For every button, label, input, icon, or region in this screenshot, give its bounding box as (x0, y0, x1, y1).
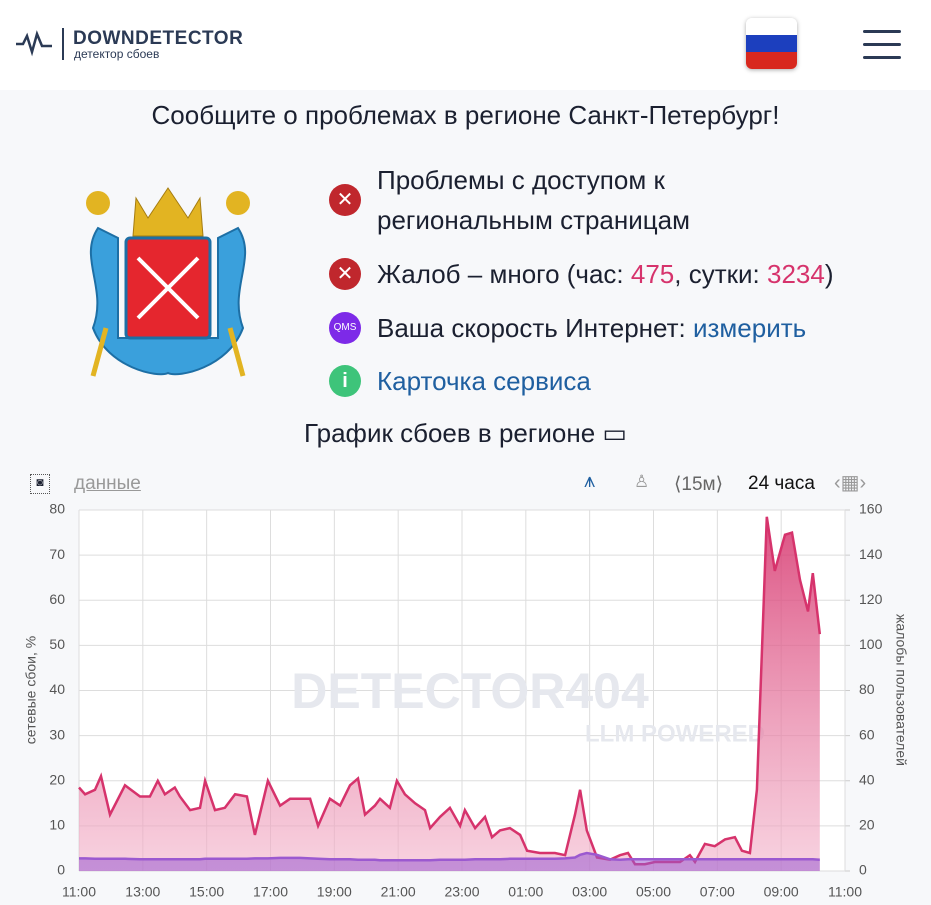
info-icon: i (329, 365, 361, 397)
x-tick-label: 11:00 (62, 884, 96, 900)
y2-tick-label: 40 (859, 771, 875, 787)
period-button[interactable]: 24 часа (748, 473, 815, 494)
text: Ваша скорость Интернет: (377, 313, 693, 343)
y2-tick-label: 60 (859, 726, 875, 742)
error-icon: ✕ (329, 258, 361, 290)
x-tick-label: 01:00 (508, 884, 543, 900)
y-tick-label: 70 (49, 546, 65, 562)
x-tick-label: 17:00 (253, 884, 288, 900)
y-tick-label: 50 (49, 636, 65, 652)
y2-tick-label: 120 (859, 591, 883, 607)
hour-count: 475 (630, 259, 675, 289)
line (79, 851, 820, 862)
area-toggle[interactable]: ⩚ (584, 470, 596, 492)
y-tick-label: 10 (49, 817, 65, 833)
y-tick-label: 20 (49, 771, 65, 787)
x-tick-label: 13:00 (125, 884, 160, 900)
y2-tick-label: 20 (859, 817, 875, 833)
logo[interactable]: DOWNDETECTOR (73, 28, 244, 49)
area (79, 516, 820, 871)
y2-tick-label: 140 (859, 546, 883, 562)
coat-of-arms (86, 187, 250, 377)
line (78, 516, 822, 866)
y-axis-label: сетевые сбои, % (23, 636, 39, 744)
screenshot-button[interactable]: ◙ (30, 474, 50, 494)
watermark: DETECTOR404 (291, 663, 649, 719)
y-tick-label: 60 (49, 591, 65, 607)
text: Жалоб – много (час: (377, 259, 631, 289)
interval-button[interactable]: ⟨15м⟩ (674, 474, 724, 495)
x-tick-label: 05:00 (636, 884, 671, 900)
headline: Сообщите о проблемах в регионе Санкт-Пет… (151, 100, 780, 130)
logo-divider (62, 28, 64, 60)
text: График сбоев в регионе (304, 418, 596, 448)
speed: Ваша скорость Интернет: измерить (377, 308, 806, 348)
y2-tick-label: 160 (859, 501, 883, 517)
text: , сутки: (674, 259, 767, 289)
y-tick-label: 0 (57, 862, 65, 878)
y2-tick-label: 0 (859, 862, 867, 878)
service-card-link[interactable]: Карточка сервиса (377, 366, 591, 396)
text: ) (824, 259, 834, 289)
area (79, 853, 820, 871)
x-tick-label: 15:00 (189, 884, 224, 900)
y-tick-label: 30 (49, 726, 65, 742)
tagline: детектор сбоев (74, 47, 160, 61)
y2-tick-label: 100 (859, 636, 883, 652)
menu-button[interactable] (863, 30, 901, 59)
x-tick-label: 11:00 (828, 884, 862, 900)
date-picker[interactable]: ‹▦› (834, 472, 867, 494)
y-tick-label: 40 (49, 681, 65, 697)
error-icon: ✕ (329, 184, 361, 216)
x-tick-label: 03:00 (572, 884, 607, 900)
data-link[interactable]: данные (74, 473, 141, 494)
header: DOWNDETECTOR детектор сбоев (0, 0, 931, 90)
x-tick-label: 07:00 (700, 884, 735, 900)
x-tick-label: 23:00 (444, 884, 479, 900)
user-toggle[interactable]: ♙ (634, 472, 650, 491)
speed-link[interactable]: измерить (692, 313, 807, 343)
y2-tick-label: 80 (859, 681, 875, 697)
access-status: Проблемы с доступом к региональным стран… (377, 165, 691, 235)
flag[interactable] (746, 18, 797, 69)
x-tick-label: 19:00 (317, 884, 352, 900)
y2-axis-label: жалобы пользователей (893, 614, 909, 766)
qms-icon: QMS (329, 312, 361, 344)
x-tick-label: 09:00 (764, 884, 799, 900)
chart-heading: График сбоев в регионе ▭ (304, 418, 627, 448)
logo-icon (16, 30, 52, 57)
y-tick-label: 80 (49, 501, 65, 517)
x-tick-label: 21:00 (381, 884, 416, 900)
day-count: 3234 (766, 259, 825, 289)
complaints-status: Жалоб – много (час: 475, сутки: 3234) (377, 254, 834, 294)
watermark-sub: LLM POWERED (585, 720, 765, 747)
